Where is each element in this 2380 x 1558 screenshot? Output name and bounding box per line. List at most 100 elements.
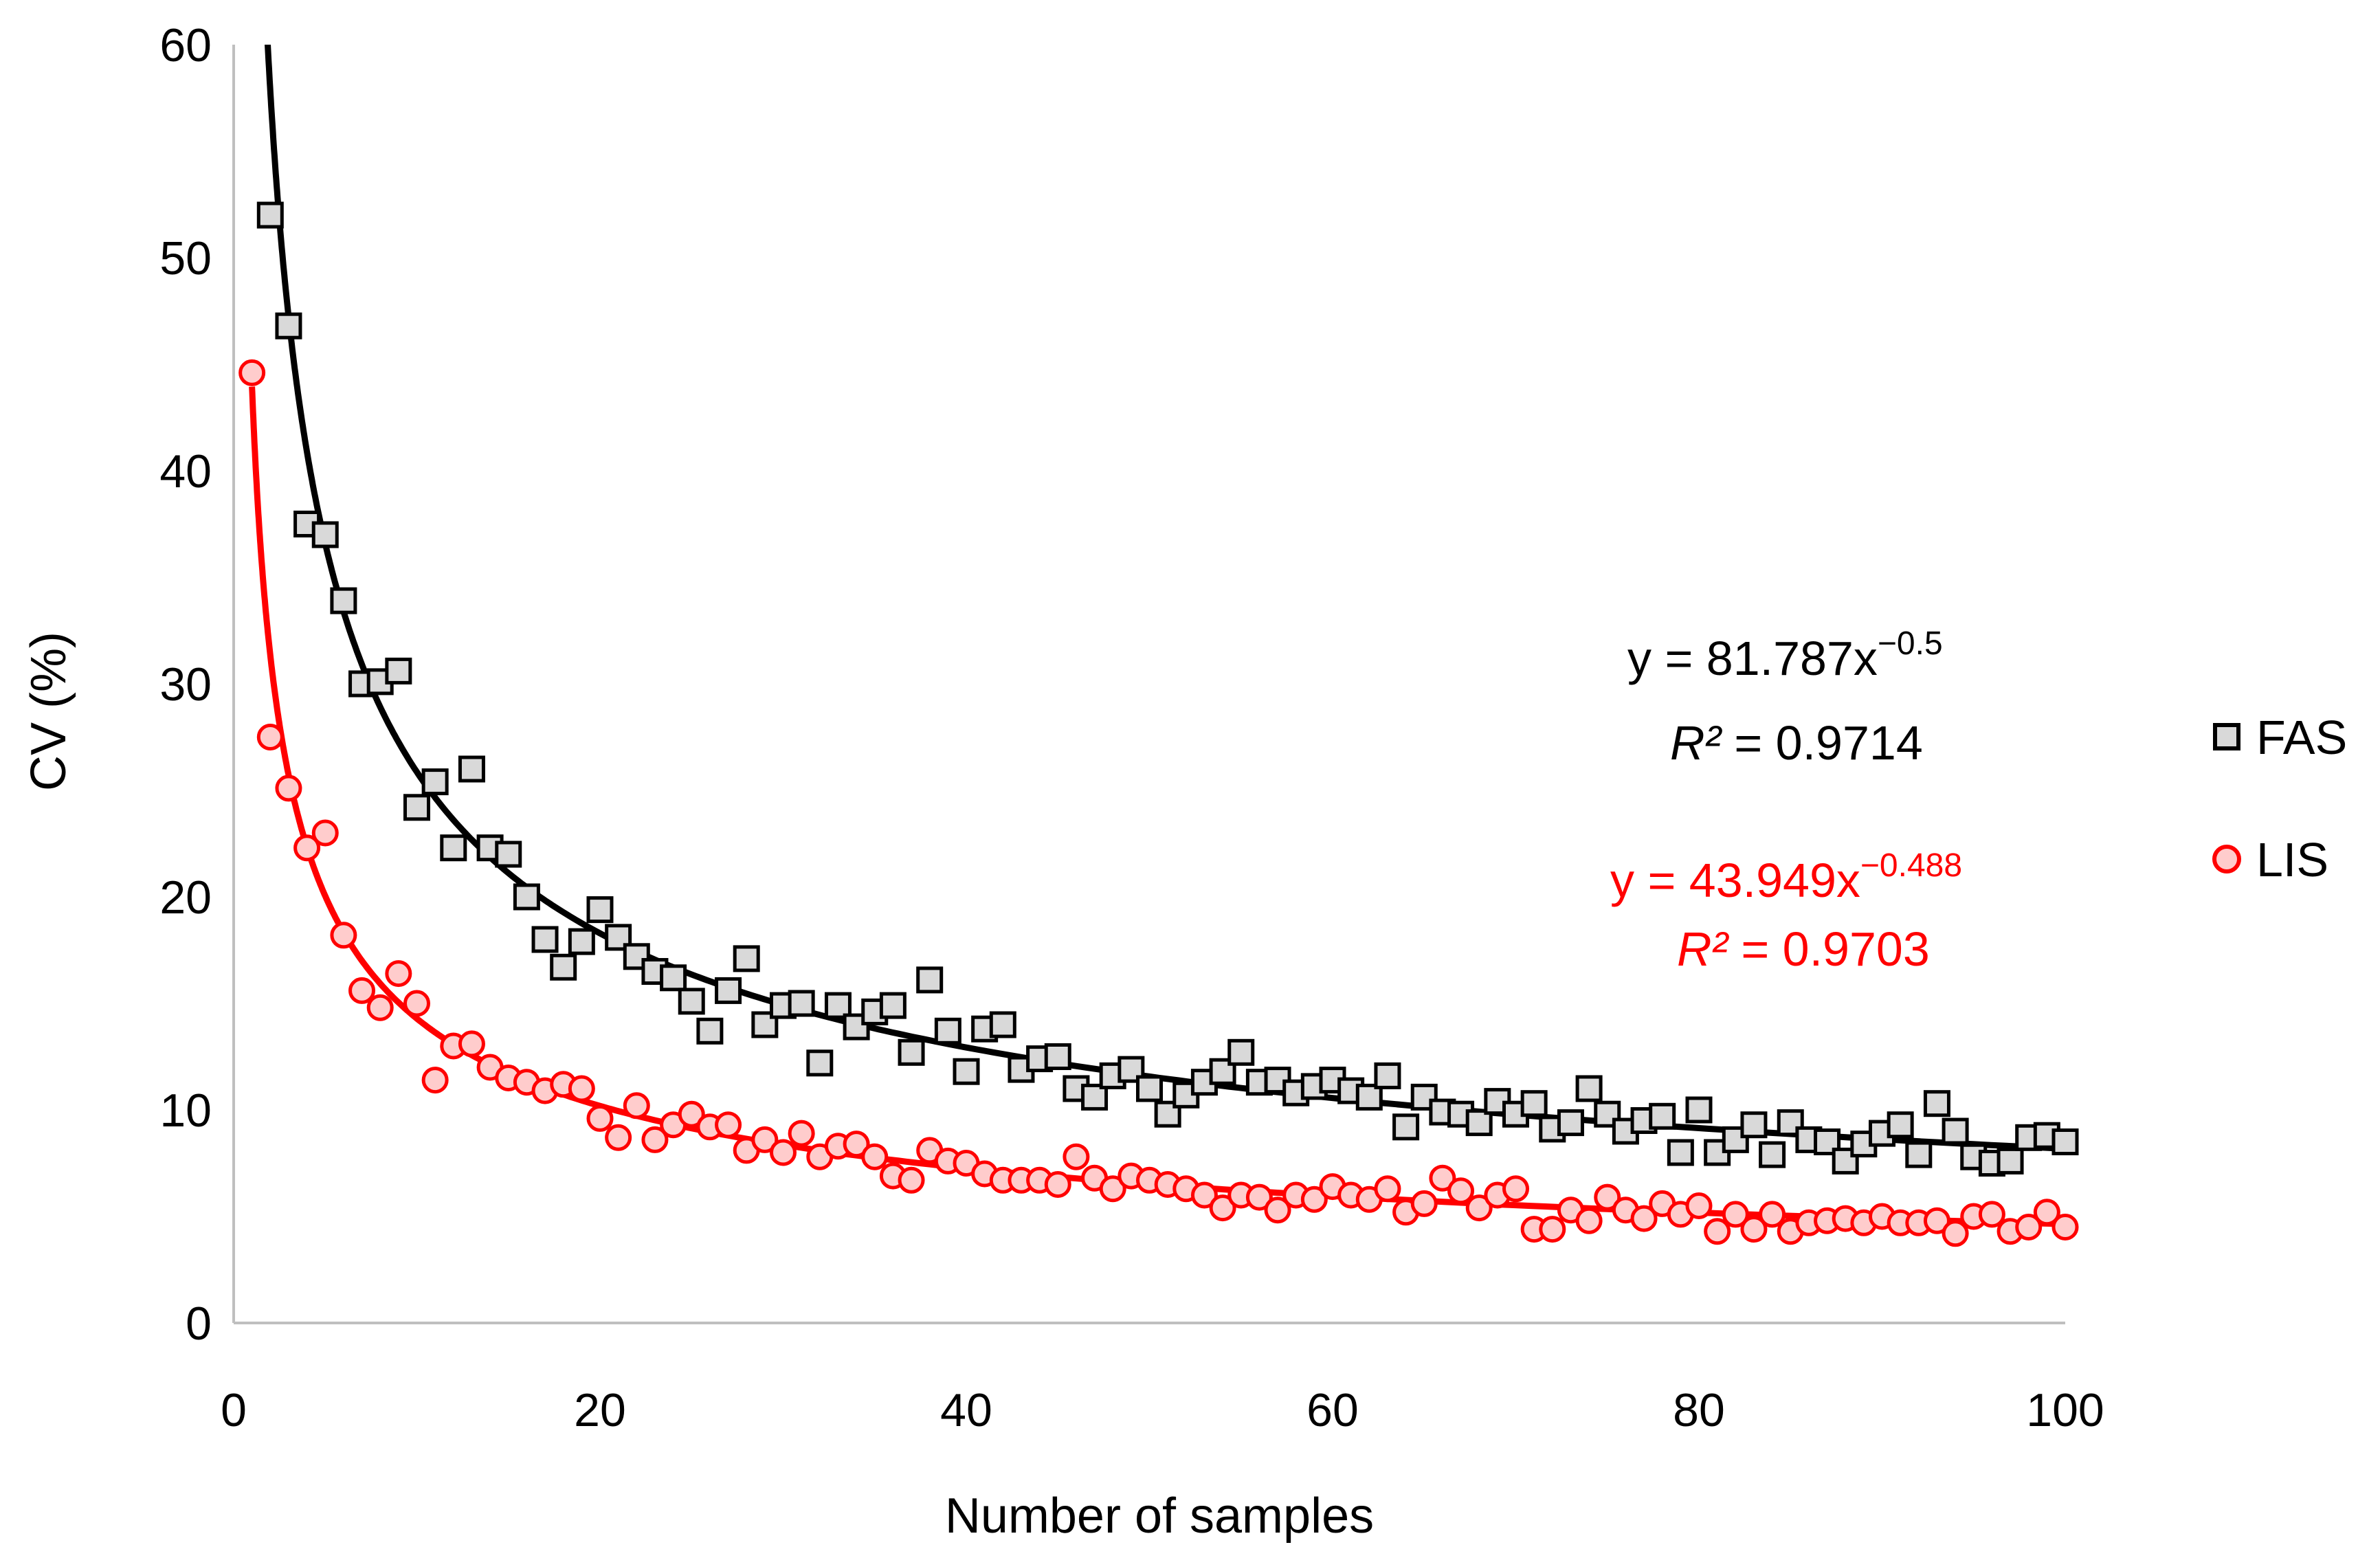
lis-point: [1044, 1171, 1071, 1198]
fas-point: [1410, 1083, 1438, 1111]
lis-point: [458, 1030, 485, 1058]
lis-point: [2051, 1214, 2079, 1240]
fas-point: [1136, 1075, 1163, 1102]
fas-point: [733, 945, 760, 972]
lis-point: [1245, 1183, 1273, 1211]
axes: [232, 45, 2065, 1324]
fas-point: [1923, 1090, 1950, 1117]
x-axis-title: Number of samples: [945, 1489, 1374, 1544]
lis-point: [751, 1126, 779, 1153]
fas-point: [1520, 1090, 1548, 1117]
lis-point: [715, 1111, 742, 1139]
y-tick-label: 60: [159, 19, 212, 71]
lis-point: [1740, 1216, 1768, 1243]
fas-point: [916, 966, 944, 994]
lis-r-squared: R² = 0.9703: [1677, 922, 1930, 976]
lis-point: [1502, 1175, 1529, 1203]
legend-fas-label: FAS: [2256, 711, 2347, 764]
lis-point: [421, 1067, 449, 1094]
fas-r-squared: R² = 0.9714: [1670, 716, 1923, 770]
fas-point: [568, 928, 595, 955]
lis-point: [403, 990, 430, 1017]
lis-point: [1630, 1205, 1658, 1232]
lis-point: [1374, 1175, 1401, 1203]
fas-point: [1081, 1083, 1109, 1111]
lis-point: [1685, 1192, 1713, 1219]
lis-point: [678, 1100, 705, 1128]
fas-point: [824, 992, 852, 1019]
fas-point: [1649, 1102, 1676, 1130]
lis-point: [1539, 1216, 1566, 1243]
fas-point: [495, 841, 522, 868]
fas-point: [531, 926, 559, 953]
y-tick-label: 0: [186, 1298, 212, 1350]
lis-equation: y = 43.949x−0.488: [1610, 847, 1962, 907]
legend-lis-marker: [2212, 845, 2241, 873]
fas-point: [879, 992, 907, 1019]
fas-point: [989, 1011, 1016, 1038]
data-points: [238, 201, 2079, 1247]
lis-point: [1099, 1175, 1126, 1203]
lis-point: [843, 1131, 870, 1158]
lis-r2-label: R²: [1677, 922, 1730, 976]
x-tick-label: 20: [574, 1384, 626, 1436]
lis-point: [1923, 1207, 1950, 1234]
lis-point: [293, 834, 321, 862]
lis-point: [586, 1104, 614, 1132]
fas-point: [806, 1049, 834, 1077]
fas-point: [1209, 1058, 1236, 1085]
fas-point: [934, 1017, 961, 1045]
fas-r2-value: = 0.9714: [1721, 716, 1923, 770]
x-tick-label: 60: [1306, 1384, 1359, 1436]
fas-point: [1685, 1096, 1713, 1124]
x-tick-label: 100: [2026, 1384, 2104, 1436]
fas-point: [660, 964, 687, 992]
lis-point: [330, 922, 357, 949]
fas-point: [256, 201, 284, 229]
lis-point: [861, 1143, 889, 1170]
tick-labels: 0 10 20 30 40 50 60 0 20 40 60 80 100: [159, 19, 2104, 1436]
fas-point: [385, 657, 412, 685]
fas-equation-base: y = 81.787x: [1627, 632, 1878, 685]
fas-equation: y = 81.787x−0.5: [1627, 625, 1943, 685]
fas-point: [898, 1038, 925, 1066]
fas-point: [1044, 1043, 1071, 1070]
fas-point: [1740, 1111, 1768, 1139]
fas-point: [1667, 1139, 1694, 1166]
legend-fas-marker: [2213, 723, 2240, 750]
lis-point: [348, 977, 376, 1004]
lis-point: [2033, 1199, 2060, 1226]
fas-point: [1887, 1111, 1914, 1139]
y-tick-label: 30: [159, 658, 212, 711]
lis-point: [788, 1120, 815, 1147]
fas-point: [1832, 1147, 1859, 1175]
lis-point: [1190, 1181, 1218, 1209]
fas-equation-exponent: −0.5: [1878, 625, 1943, 662]
lis-point: [1264, 1197, 1291, 1224]
fit-curves: [249, 45, 2066, 1227]
lis-equation-base: y = 43.949x: [1610, 854, 1860, 907]
lis-point: [623, 1092, 650, 1120]
fas-point: [696, 1017, 724, 1045]
lis-point: [605, 1124, 632, 1151]
lis-point: [770, 1139, 797, 1166]
fas-point: [1227, 1038, 1255, 1066]
lis-point: [1978, 1201, 2005, 1228]
x-tick-label: 0: [221, 1384, 247, 1436]
fas-point: [421, 768, 449, 796]
lis-point: [641, 1126, 669, 1153]
fas-r2-label: R²: [1670, 716, 1723, 770]
fas-point: [1355, 1083, 1383, 1111]
fas-point: [953, 1058, 980, 1085]
lis-point: [1063, 1143, 1090, 1170]
y-tick-label: 10: [159, 1084, 212, 1137]
x-tick-label: 80: [1673, 1384, 1725, 1436]
lis-point: [1575, 1207, 1603, 1234]
fas-point: [1575, 1075, 1603, 1102]
lis-point: [1759, 1201, 1786, 1228]
lis-point: [366, 994, 394, 1021]
fas-point: [1722, 1126, 1749, 1153]
fas-point: [550, 953, 577, 981]
